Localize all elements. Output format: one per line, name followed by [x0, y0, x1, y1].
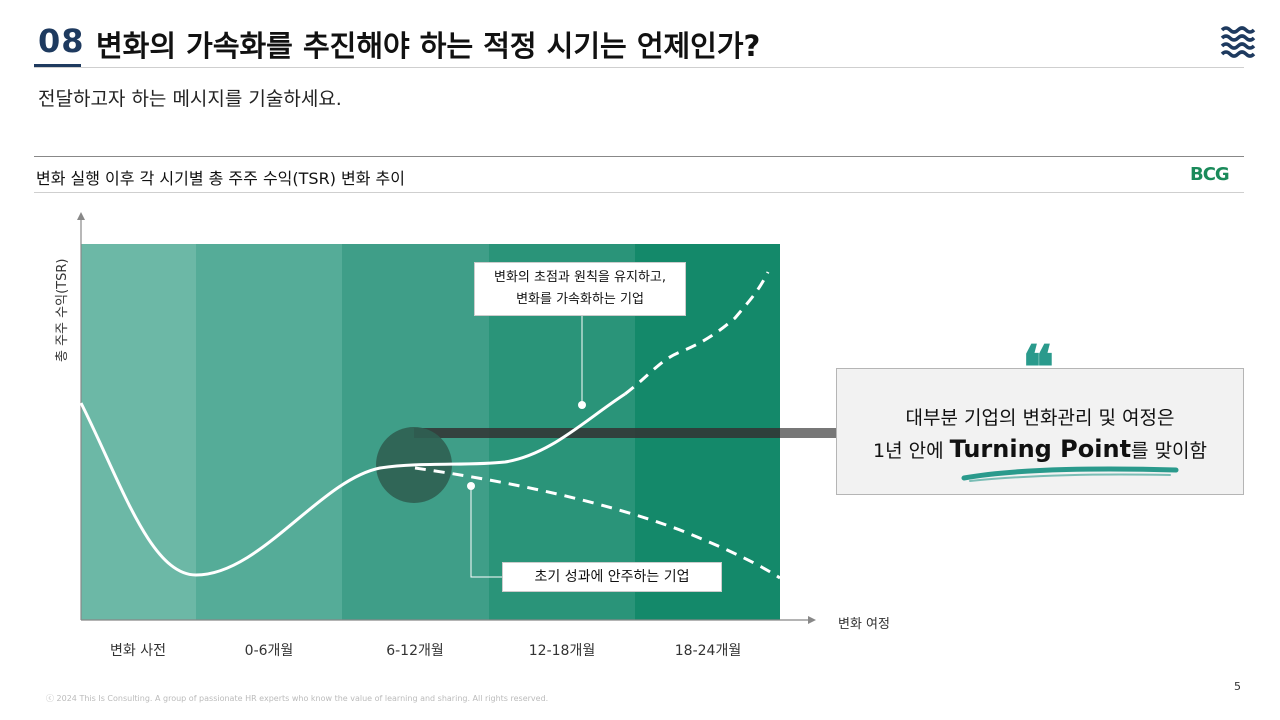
chart-header-top-rule	[34, 156, 1244, 157]
quote-line2: 1년 안에 Turning Point를 맞이함	[836, 435, 1244, 463]
callout-accelerating-line1: 변화의 초점과 원칙을 유지하고,	[493, 270, 666, 285]
x-category-0-6: 0-6개월	[244, 643, 294, 659]
quote-turning-point: Turning Point	[949, 435, 1132, 463]
slide-title: 변화의 가속화를 추진해야 하는 적정 시기는 언제인가?	[96, 29, 761, 63]
x-category-18-24: 18-24개월	[674, 643, 742, 659]
quote-brush-underline	[961, 466, 1179, 482]
chart-header-bottom-rule	[34, 192, 1244, 193]
quote-box	[836, 368, 1244, 495]
x-axis-label: 변화 여정	[838, 617, 890, 632]
y-axis-label: 총 주주 수익(TSR)	[55, 259, 70, 362]
x-category-12-18: 12-18개월	[528, 643, 596, 659]
x-category-6-12: 6-12개월	[386, 643, 444, 659]
quote-line2-pre: 1년 안에	[872, 440, 950, 462]
slide-number-underline	[34, 64, 81, 68]
complacent-leader	[470, 486, 502, 578]
complacent-dashed-line	[414, 466, 781, 580]
quote-line2-post: 를 맞이함	[1131, 440, 1208, 462]
y-axis-arrow	[77, 212, 85, 220]
callout-accelerating-companies: 변화의 초점과 원칙을 유지하고, 변화를 가속화하는 기업	[474, 262, 686, 316]
waves-menu-icon[interactable]	[1220, 24, 1256, 58]
title-divider	[34, 67, 1244, 68]
x-category-pre: 변화 사전	[110, 643, 166, 659]
slide-subtitle: 전달하고자 하는 메시지를 기술하세요.	[38, 88, 342, 110]
period-band-0-6	[196, 244, 342, 620]
page-number: 5	[1234, 680, 1241, 693]
quote-mark-icon: ❝	[1022, 333, 1055, 403]
quote-line1: 대부분 기업의 변화관리 및 여정은	[905, 407, 1175, 429]
slide-number: 08	[38, 22, 85, 60]
period-band-pre	[81, 244, 196, 620]
chart-title: 변화 실행 이후 각 시기별 총 주주 수익(TSR) 변화 추이	[36, 169, 405, 188]
footer-copyright: ⓒ 2024 This Is Consulting. A group of pa…	[46, 694, 549, 703]
bcg-logo: BCG	[1190, 164, 1230, 185]
x-axis-arrow	[808, 616, 816, 624]
callout-accelerating-line2: 변화를 가속화하는 기업	[516, 292, 644, 307]
base-tsr-line	[79, 392, 626, 577]
callout-complacent-companies: 초기 성과에 안주하는 기업	[502, 562, 722, 592]
accelerate-dashed-line	[624, 271, 770, 396]
